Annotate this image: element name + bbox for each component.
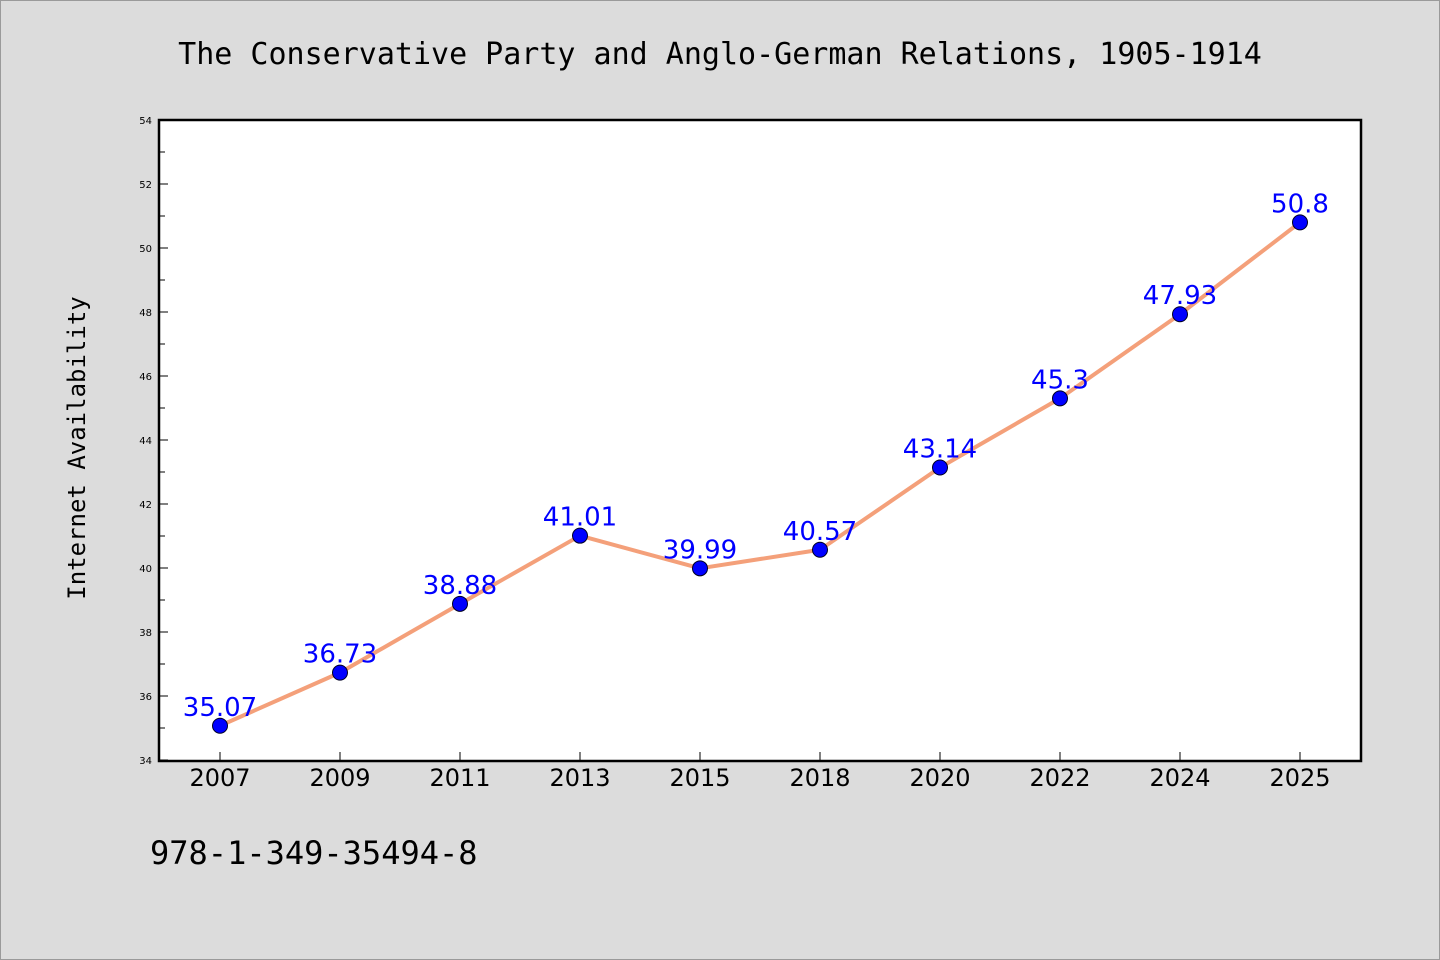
plot-area: [157, 118, 1363, 763]
data-label: 45.3: [1031, 365, 1089, 395]
data-label: 41.01: [543, 503, 617, 533]
x-tick-label: 2009: [309, 764, 370, 792]
data-label: 36.73: [303, 640, 377, 670]
data-point: [1052, 390, 1068, 407]
y-tick-label: 48: [139, 308, 152, 319]
y-tick-label: 36: [139, 692, 152, 703]
data-points: [212, 214, 1308, 734]
data-point: [1172, 306, 1188, 323]
x-tick-label: 2015: [669, 764, 730, 792]
isbn-footer: 978-1-349-35494-8: [150, 834, 478, 872]
data-point: [692, 560, 708, 577]
data-point: [212, 717, 228, 734]
data-label: 47.93: [1143, 281, 1217, 311]
y-tick-label: 54: [139, 116, 152, 127]
x-tick-label: 2018: [789, 764, 850, 792]
data-label: 43.14: [903, 435, 977, 465]
chart-title: The Conservative Party and Anglo-German …: [178, 37, 1262, 72]
y-axis-label: Internet Availability: [63, 296, 91, 599]
x-tick-label: 2022: [1029, 764, 1090, 792]
y-tick-label: 34: [139, 756, 152, 767]
y-tick-label: 44: [139, 436, 152, 447]
data-point: [932, 459, 948, 476]
data-point: [1292, 214, 1308, 231]
data-label: 38.88: [423, 571, 497, 601]
data-label: 40.57: [783, 517, 857, 547]
y-axis-ticks: 34 36 38 40 42 44 46 48 50 52 54: [139, 116, 168, 767]
x-tick-label: 2020: [909, 764, 970, 792]
y-tick-label: 40: [139, 564, 152, 575]
y-tick-label: 52: [139, 180, 152, 191]
series-line-group: [218, 220, 1302, 728]
data-point: [572, 527, 588, 544]
data-point: [332, 664, 348, 681]
data-labels: 35.07 36.73 38.88 41.01 39.99 40.57 43.14 45.3 4…: [183, 189, 1329, 722]
data-label: 50.8: [1271, 189, 1329, 219]
x-tick-label: 2007: [189, 764, 250, 792]
series-line: [218, 220, 1302, 728]
data-point: [812, 541, 828, 558]
x-tick-label: 2025: [1269, 764, 1330, 792]
data-label: 35.07: [183, 693, 257, 723]
data-point: [452, 595, 468, 612]
y-tick-label: 38: [139, 628, 152, 639]
x-axis-ticks: 2007 2009 2011 2013 2015 2018 2020 2022 2024 2025: [189, 752, 1331, 792]
x-tick-label: 2024: [1149, 764, 1210, 792]
y-tick-label: 46: [139, 372, 152, 383]
data-label: 39.99: [663, 535, 737, 565]
x-tick-label: 2013: [549, 764, 610, 792]
y-tick-label: 50: [139, 244, 152, 255]
x-tick-label: 2011: [429, 764, 490, 792]
y-tick-label: 42: [139, 500, 152, 511]
